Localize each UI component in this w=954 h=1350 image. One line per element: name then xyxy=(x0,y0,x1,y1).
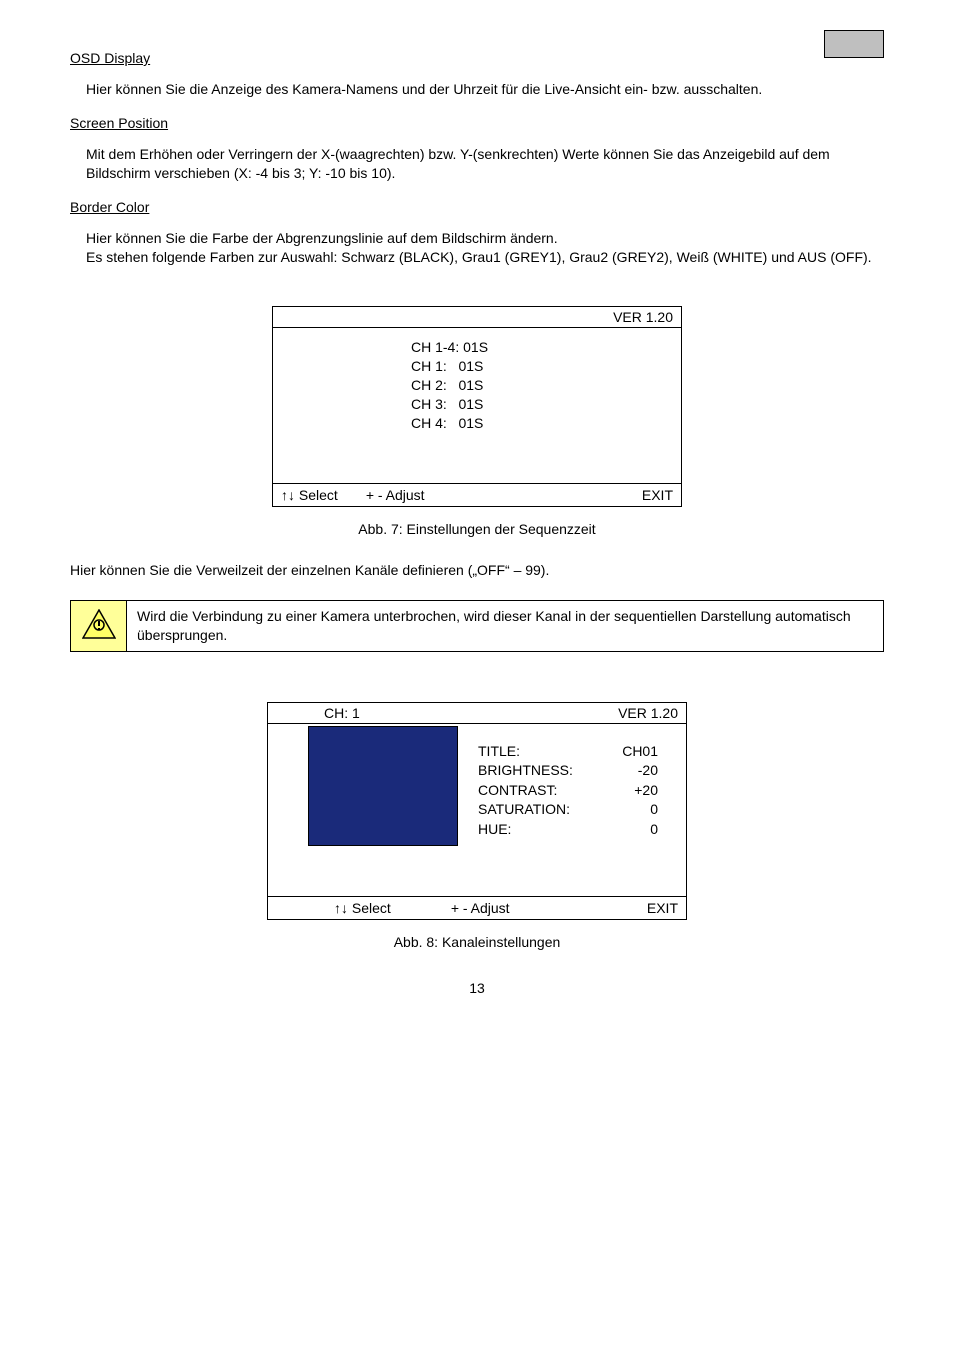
osd2-settings: TITLE:CH01 BRIGHTNESS:-20 CONTRAST:+20 S… xyxy=(478,724,658,846)
heading-screen-position: Screen Position xyxy=(70,115,884,131)
osd2-sat-k: SATURATION: xyxy=(478,800,608,820)
osd2-hue-v: 0 xyxy=(608,820,658,840)
osd2-sat-v: 0 xyxy=(608,800,658,820)
osd-channel-box: CH: 1 VER 1.20 TITLE:CH01 BRIGHTNESS:-20… xyxy=(267,702,687,920)
text-screen-position: Mit dem Erhöhen oder Verringern der X-(w… xyxy=(70,145,884,183)
caption-abb8: Abb. 8: Kanaleinstellungen xyxy=(70,934,884,950)
osd1-c1v: 01S xyxy=(458,358,483,374)
osd2-title-v: CH01 xyxy=(608,742,658,762)
osd2-select: ↑↓ Select xyxy=(334,900,391,916)
osd-sequence-box: VER 1.20 CH 1-4: 01S CH 1: 01S CH 2: 01S… xyxy=(272,306,682,506)
text-dwelltime: Hier können Sie die Verweilzeit der einz… xyxy=(70,561,884,580)
text-border-color-2: Es stehen folgende Farben zur Auswahl: S… xyxy=(86,249,872,265)
text-border-color-1: Hier können Sie die Farbe der Abgrenzung… xyxy=(86,230,558,246)
osd2-contrast-v: +20 xyxy=(608,781,658,801)
osd2-hue-k: HUE: xyxy=(478,820,608,840)
note-text: Wird die Verbindung zu einer Kamera unte… xyxy=(137,608,851,643)
osd2-bright-k: BRIGHTNESS: xyxy=(478,761,608,781)
osd1-c3k: CH 3: xyxy=(411,396,447,412)
heading-border-color: Border Color xyxy=(70,199,884,215)
osd2-bright-v: -20 xyxy=(608,761,658,781)
text-border-color: Hier können Sie die Farbe der Abgrenzung… xyxy=(70,229,884,267)
osd1-select: ↑↓ Select xyxy=(281,487,338,503)
osd1-all: CH 1-4: 01S xyxy=(411,339,488,355)
heading-osd-display: OSD Display xyxy=(70,50,884,66)
warning-icon xyxy=(82,609,116,639)
osd2-exit: EXIT xyxy=(647,900,678,916)
osd2-preview xyxy=(308,726,458,846)
corner-box xyxy=(824,30,884,58)
osd1-version: VER 1.20 xyxy=(613,309,673,325)
caption-abb7: Abb. 7: Einstellungen der Sequenzzeit xyxy=(70,521,884,537)
page-number: 13 xyxy=(70,980,884,996)
text-osd-display: Hier können Sie die Anzeige des Kamera-N… xyxy=(70,80,884,99)
osd2-contrast-k: CONTRAST: xyxy=(478,781,608,801)
osd1-footer: ↑↓ Select + - Adjust EXIT xyxy=(273,483,681,506)
osd1-c2v: 01S xyxy=(458,377,483,393)
osd2-footer: ↑↓ Select + - Adjust EXIT xyxy=(268,896,686,919)
osd2-title-k: TITLE: xyxy=(478,742,608,762)
osd2-ch-label: CH: 1 xyxy=(276,705,618,721)
osd1-c2k: CH 2: xyxy=(411,377,447,393)
osd1-exit: EXIT xyxy=(642,487,673,503)
osd2-adjust: + - Adjust xyxy=(451,900,647,916)
osd1-c3v: 01S xyxy=(458,396,483,412)
osd1-lines: CH 1-4: 01S CH 1: 01S CH 2: 01S CH 3: 01… xyxy=(411,338,673,432)
osd1-c4k: CH 4: xyxy=(411,415,447,431)
osd1-c4v: 01S xyxy=(458,415,483,431)
osd1-adjust: + - Adjust xyxy=(366,487,642,503)
osd2-version: VER 1.20 xyxy=(618,705,678,721)
osd1-c1k: CH 1: xyxy=(411,358,447,374)
note-box: Wird die Verbindung zu einer Kamera unte… xyxy=(70,600,884,652)
